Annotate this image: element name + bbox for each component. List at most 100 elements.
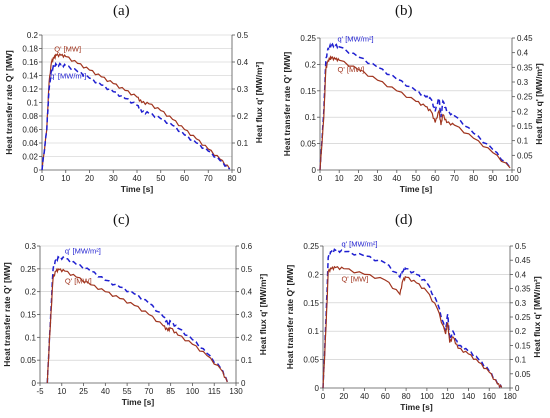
x-tick-label: 180 [503,392,517,401]
y-tick-label: 0.05 [300,140,316,149]
y2-tick-label: 0.1 [515,356,527,365]
x-tick-label: 10 [335,174,344,183]
y2-tick-label: 0 [237,166,242,175]
x-tick-label: 120 [441,392,455,401]
y-axis-label: Heat transfer rate Q' [MW] [2,262,12,367]
y-tick-label: 0.05 [303,356,319,365]
y-tick-label: 0.02 [22,153,38,162]
y-tick-label: 0.04 [22,139,38,148]
y2-tick-label: 0.45 [515,256,531,265]
y2-tick-label: 0 [517,166,522,175]
y2-tick-label: 0.2 [237,112,249,121]
y-tick-label: 0.1 [27,99,39,108]
x-tick-label: 100 [186,387,200,396]
y-tick-label: 0.1 [25,333,37,342]
x-tick-label: 115 [208,387,221,396]
x-tick-label: 40 [101,387,110,396]
y2-tick-label: 0.35 [517,63,533,72]
y2-tick-label: 0.05 [515,370,531,379]
y-tick-label: 0.25 [303,242,319,251]
y2-tick-label: 0.4 [241,288,253,297]
series-label: q' [MW/m²] [50,72,86,81]
x-tick-label: 20 [354,174,363,183]
y2-tick-label: 0.4 [517,49,529,58]
y-tick-label: 0 [34,166,39,175]
y-tick-label: 0.2 [305,60,317,69]
x-tick-label: 20 [85,174,94,183]
y2-axis-label: Heat flux q' [MW/m²] [534,63,544,145]
y-tick-label: 0.15 [303,299,319,308]
y-tick-label: 0.2 [25,288,37,297]
y2-tick-label: 0.1 [517,137,529,146]
y2-tick-label: 0.1 [241,356,253,365]
series-label: Q' [MW] [65,277,92,286]
x-tick-label: 40 [133,174,142,183]
y2-tick-label: 0.15 [517,122,533,131]
y2-axis-label: Heat flux q' [MW/m²] [532,276,542,358]
y2-tick-label: 0.3 [237,85,249,94]
y-tick-label: 0.15 [300,87,316,96]
series-line-heat-rate [319,55,511,171]
y-tick-label: 0.2 [308,270,320,279]
y-tick-label: 0.3 [25,242,37,251]
x-axis-label: Time [s] [121,184,154,194]
y-tick-label: 0.06 [22,126,38,135]
y2-tick-label: 0.1 [237,139,249,148]
x-tick-label: 70 [450,174,459,183]
y2-tick-label: 0.5 [241,265,253,274]
series-label: q' [MW/m²] [65,246,101,255]
y2-tick-label: 0.5 [237,31,249,40]
y2-tick-label: 0.5 [515,242,527,251]
x-tick-label: 60 [431,174,440,183]
chart-panel-b: 0 0.05 0.1 0.15 0.2 0.25 0 0.05 0.1 0.15 0.2 0.25 0.… [282,34,544,194]
y-tick-label: 0.08 [22,112,38,121]
x-tick-label: 0 [321,392,326,401]
y-tick-label: 0.25 [20,265,36,274]
panel-label-c: (c) [113,212,130,228]
chart-panel-c: 0 0.05 0.1 0.15 0.2 0.25 0.3 0 0.1 0.2 0.3 0.4 0.5 0.… [2,242,268,407]
y2-tick-label: 0.15 [515,341,531,350]
x-tick-label: 10 [61,174,70,183]
x-tick-label: -5 [36,387,44,396]
x-tick-label: 25 [79,387,88,396]
y-axis-label: Heat transfer rate Q' [MW] [4,50,14,155]
y-axis-label: Heat transfer rate Q' [MW] [285,265,295,370]
series-line-heat-flux [319,42,511,171]
chart-panel-d: 0 0.05 0.1 0.15 0.2 0.25 0 0.05 0.1 0.15 0.2 0.25 0.… [285,239,542,412]
x-tick-label: 50 [412,174,421,183]
y-tick-label: 0.05 [20,356,36,365]
x-tick-label: 55 [123,387,132,396]
x-axis-label: Time [s] [400,184,433,194]
x-tick-label: 100 [505,174,519,183]
y2-tick-label: 0.25 [517,93,533,102]
y2-tick-label: 0.05 [517,151,533,160]
x-tick-label: 160 [483,392,497,401]
y-tick-label: 0 [315,384,320,393]
y-tick-label: 0.25 [300,34,316,43]
series-line-heat-flux [322,248,503,389]
series-line-heat-rate [41,52,231,171]
y-tick-label: 0.15 [20,311,36,320]
y2-tick-label: 0.25 [515,313,531,322]
series-line-heat-flux [41,61,231,171]
x-tick-label: 40 [392,174,401,183]
x-tick-label: 90 [488,174,497,183]
x-tick-label: 10 [57,387,66,396]
y2-tick-label: 0.45 [517,34,533,43]
y-tick-label: 0.2 [27,31,39,40]
chart-panel-a: 0 0.02 0.04 0.06 0.08 0.1 0.12 0.14 0.16 0.18 0.2 0… [4,31,264,194]
y-tick-label: 0.12 [22,85,38,94]
y-tick-label: 0.14 [22,72,38,81]
x-tick-label: 85 [166,387,175,396]
y2-tick-label: 0.2 [517,107,529,116]
x-tick-label: 140 [462,392,476,401]
y2-axis-label: Heat flux q' [MW/m²] [254,62,264,144]
series-label: Q' [MW] [54,44,81,53]
y2-tick-label: 0.4 [515,270,527,279]
y2-tick-label: 0.4 [237,58,249,67]
y2-tick-label: 0 [241,379,246,388]
series-label: Q' [MW] [338,65,365,74]
series-line-heat-flux [46,255,229,384]
y-tick-label: 0.18 [22,45,38,54]
series-line-heat-rate [322,265,503,389]
